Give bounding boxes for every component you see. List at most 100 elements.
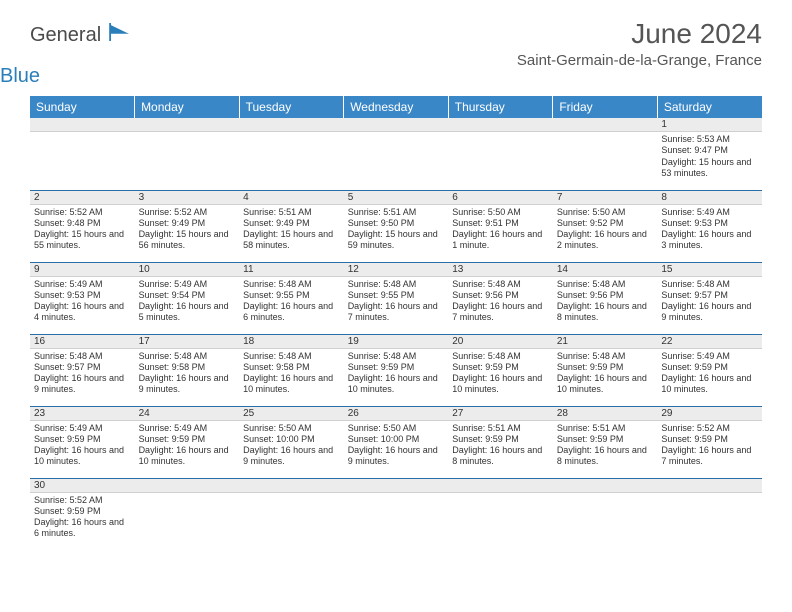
day-number: 13 — [448, 263, 553, 277]
sunset-text: Sunset: 9:55 PM — [348, 290, 445, 301]
sunset-text: Sunset: 9:57 PM — [34, 362, 131, 373]
daylight-text: Daylight: 16 hours and 9 minutes. — [34, 373, 131, 396]
sunset-text: Sunset: 9:50 PM — [348, 218, 445, 229]
calendar-cell: 24Sunrise: 5:49 AMSunset: 9:59 PMDayligh… — [135, 406, 240, 478]
calendar-week-row: 2Sunrise: 5:52 AMSunset: 9:48 PMDaylight… — [30, 190, 762, 262]
day-details: Sunrise: 5:50 AMSunset: 9:52 PMDaylight:… — [553, 205, 658, 255]
sunset-text: Sunset: 9:49 PM — [243, 218, 340, 229]
daylight-text: Daylight: 16 hours and 3 minutes. — [661, 229, 758, 252]
day-number: 29 — [657, 407, 762, 421]
daylight-text: Daylight: 15 hours and 55 minutes. — [34, 229, 131, 252]
calendar-cell: 20Sunrise: 5:48 AMSunset: 9:59 PMDayligh… — [448, 334, 553, 406]
calendar-table: Sunday Monday Tuesday Wednesday Thursday… — [30, 96, 762, 550]
daylight-text: Daylight: 16 hours and 1 minute. — [452, 229, 549, 252]
day-number: 30 — [30, 479, 135, 493]
sunset-text: Sunset: 9:51 PM — [452, 218, 549, 229]
day-number-empty — [135, 479, 240, 493]
calendar-cell: 26Sunrise: 5:50 AMSunset: 10:00 PMDaylig… — [344, 406, 449, 478]
sunset-text: Sunset: 9:59 PM — [34, 434, 131, 445]
sunset-text: Sunset: 9:57 PM — [661, 290, 758, 301]
sunset-text: Sunset: 9:56 PM — [452, 290, 549, 301]
calendar-cell: 10Sunrise: 5:49 AMSunset: 9:54 PMDayligh… — [135, 262, 240, 334]
day-details: Sunrise: 5:52 AMSunset: 9:59 PMDaylight:… — [30, 493, 135, 543]
day-details: Sunrise: 5:49 AMSunset: 9:59 PMDaylight:… — [657, 349, 762, 399]
sunrise-text: Sunrise: 5:49 AM — [34, 279, 131, 290]
sunrise-text: Sunrise: 5:51 AM — [557, 423, 654, 434]
calendar-cell: 12Sunrise: 5:48 AMSunset: 9:55 PMDayligh… — [344, 262, 449, 334]
daylight-text: Daylight: 16 hours and 10 minutes. — [243, 373, 340, 396]
day-details: Sunrise: 5:48 AMSunset: 9:59 PMDaylight:… — [448, 349, 553, 399]
calendar-body: 1Sunrise: 5:53 AMSunset: 9:47 PMDaylight… — [30, 118, 762, 550]
day-number: 18 — [239, 335, 344, 349]
day-details: Sunrise: 5:48 AMSunset: 9:56 PMDaylight:… — [448, 277, 553, 327]
day-number: 4 — [239, 191, 344, 205]
day-details: Sunrise: 5:48 AMSunset: 9:59 PMDaylight:… — [344, 349, 449, 399]
daylight-text: Daylight: 16 hours and 9 minutes. — [661, 301, 758, 324]
sunset-text: Sunset: 9:56 PM — [557, 290, 654, 301]
sunrise-text: Sunrise: 5:48 AM — [661, 279, 758, 290]
daylight-text: Daylight: 16 hours and 6 minutes. — [34, 517, 131, 540]
daylight-text: Daylight: 15 hours and 59 minutes. — [348, 229, 445, 252]
sunrise-text: Sunrise: 5:48 AM — [452, 351, 549, 362]
sunset-text: Sunset: 9:59 PM — [557, 434, 654, 445]
day-details: Sunrise: 5:48 AMSunset: 9:55 PMDaylight:… — [239, 277, 344, 327]
sunrise-text: Sunrise: 5:53 AM — [661, 134, 758, 145]
day-number: 28 — [553, 407, 658, 421]
calendar-cell — [135, 118, 240, 190]
day-number: 1 — [657, 118, 762, 132]
calendar-cell — [239, 118, 344, 190]
daylight-text: Daylight: 16 hours and 5 minutes. — [139, 301, 236, 324]
calendar-cell: 16Sunrise: 5:48 AMSunset: 9:57 PMDayligh… — [30, 334, 135, 406]
sunrise-text: Sunrise: 5:50 AM — [557, 207, 654, 218]
day-details: Sunrise: 5:52 AMSunset: 9:48 PMDaylight:… — [30, 205, 135, 255]
calendar-cell: 3Sunrise: 5:52 AMSunset: 9:49 PMDaylight… — [135, 190, 240, 262]
sunrise-text: Sunrise: 5:48 AM — [34, 351, 131, 362]
sunset-text: Sunset: 9:58 PM — [243, 362, 340, 373]
title-block: June 2024 Saint-Germain-de-la-Grange, Fr… — [517, 18, 762, 69]
day-number: 21 — [553, 335, 658, 349]
day-details: Sunrise: 5:49 AMSunset: 9:53 PMDaylight:… — [30, 277, 135, 327]
calendar-cell: 9Sunrise: 5:49 AMSunset: 9:53 PMDaylight… — [30, 262, 135, 334]
weekday-header: Saturday — [657, 96, 762, 118]
sunset-text: Sunset: 9:59 PM — [452, 434, 549, 445]
day-number: 2 — [30, 191, 135, 205]
sunrise-text: Sunrise: 5:48 AM — [452, 279, 549, 290]
location: Saint-Germain-de-la-Grange, France — [517, 52, 762, 69]
sunset-text: Sunset: 9:54 PM — [139, 290, 236, 301]
day-number: 5 — [344, 191, 449, 205]
calendar-cell: 29Sunrise: 5:52 AMSunset: 9:59 PMDayligh… — [657, 406, 762, 478]
sunset-text: Sunset: 9:58 PM — [139, 362, 236, 373]
daylight-text: Daylight: 16 hours and 2 minutes. — [557, 229, 654, 252]
day-details: Sunrise: 5:51 AMSunset: 9:59 PMDaylight:… — [553, 421, 658, 471]
daylight-text: Daylight: 16 hours and 8 minutes. — [557, 445, 654, 468]
sunrise-text: Sunrise: 5:52 AM — [34, 495, 131, 506]
daylight-text: Daylight: 16 hours and 8 minutes. — [557, 301, 654, 324]
day-details: Sunrise: 5:48 AMSunset: 9:58 PMDaylight:… — [135, 349, 240, 399]
sunrise-text: Sunrise: 5:49 AM — [661, 207, 758, 218]
day-number-empty — [344, 118, 449, 132]
day-details: Sunrise: 5:51 AMSunset: 9:49 PMDaylight:… — [239, 205, 344, 255]
day-number-empty — [135, 118, 240, 132]
day-number: 23 — [30, 407, 135, 421]
day-number: 22 — [657, 335, 762, 349]
day-details: Sunrise: 5:48 AMSunset: 9:58 PMDaylight:… — [239, 349, 344, 399]
sunset-text: Sunset: 9:59 PM — [557, 362, 654, 373]
sunset-text: Sunset: 9:59 PM — [661, 434, 758, 445]
calendar-cell: 17Sunrise: 5:48 AMSunset: 9:58 PMDayligh… — [135, 334, 240, 406]
day-details: Sunrise: 5:49 AMSunset: 9:59 PMDaylight:… — [30, 421, 135, 471]
calendar-week-row: 1Sunrise: 5:53 AMSunset: 9:47 PMDaylight… — [30, 118, 762, 190]
day-number-empty — [553, 118, 658, 132]
day-number-empty — [239, 118, 344, 132]
daylight-text: Daylight: 16 hours and 7 minutes. — [661, 445, 758, 468]
calendar-cell — [448, 478, 553, 550]
calendar-cell — [239, 478, 344, 550]
sunrise-text: Sunrise: 5:51 AM — [348, 207, 445, 218]
calendar-cell: 25Sunrise: 5:50 AMSunset: 10:00 PMDaylig… — [239, 406, 344, 478]
day-number: 26 — [344, 407, 449, 421]
day-number: 25 — [239, 407, 344, 421]
day-details: Sunrise: 5:51 AMSunset: 9:50 PMDaylight:… — [344, 205, 449, 255]
sunrise-text: Sunrise: 5:50 AM — [348, 423, 445, 434]
daylight-text: Daylight: 16 hours and 9 minutes. — [348, 445, 445, 468]
day-number: 10 — [135, 263, 240, 277]
sunset-text: Sunset: 9:53 PM — [34, 290, 131, 301]
